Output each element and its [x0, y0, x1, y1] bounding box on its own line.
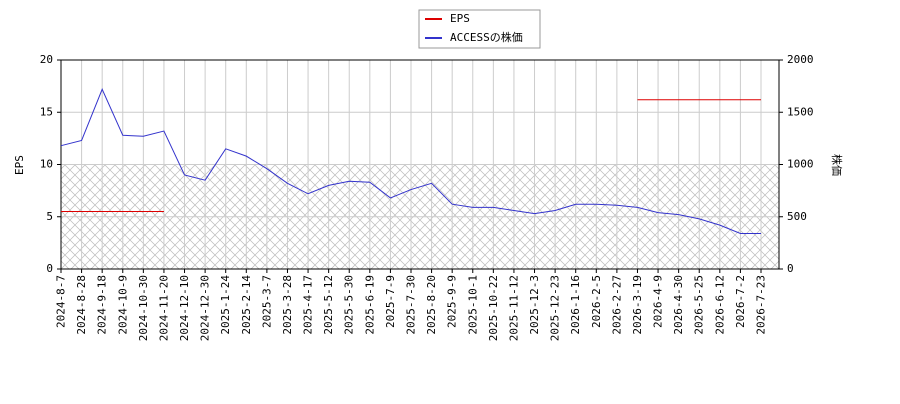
- x-tick-label: 2025-10-1: [466, 275, 479, 335]
- plot-frame: [60, 59, 780, 270]
- x-tick-label: 2025-1-24: [219, 275, 232, 335]
- y-tick-label: 15: [40, 105, 53, 118]
- x-tick-label: 2025-2-14: [240, 275, 253, 335]
- y-tick-label: 20: [40, 53, 53, 66]
- x-tick-label: 2025-5-12: [322, 275, 335, 335]
- x-tick-label: 2026-2-5: [590, 275, 603, 328]
- x-tick-label: 2026-4-9: [652, 275, 665, 328]
- y-tick-label: 5: [46, 210, 53, 223]
- y-tick-label: 10: [40, 158, 53, 171]
- x-tick-label: 2025-8-20: [425, 275, 438, 335]
- x-tick-label: 2025-3-7: [260, 275, 273, 328]
- x-tick-label: 2026-3-19: [631, 275, 644, 335]
- x-tick-label: 2024-12-30: [199, 275, 212, 341]
- x-tick-label: 2025-11-12: [507, 275, 520, 341]
- x-tick-label: 2025-4-17: [302, 275, 315, 335]
- y2-tick-label: 2000: [787, 53, 814, 66]
- x-tick-label: 2026-1-16: [569, 275, 582, 335]
- x-tick-label: 2025-7-30: [405, 275, 418, 335]
- x-tick-label: 2025-9-9: [446, 275, 459, 328]
- x-tick-label: 2024-8-28: [75, 275, 88, 335]
- x-tick-label: 2024-11-20: [157, 275, 170, 341]
- x-tick-label: 2025-5-30: [343, 275, 356, 335]
- x-tick-label: 2025-3-28: [281, 275, 294, 335]
- x-tick-label: 2024-12-10: [178, 275, 191, 341]
- x-tick-label: 2025-7-9: [384, 275, 397, 328]
- y2-tick-label: 1500: [787, 105, 814, 118]
- x-tick-label: 2025-12-23: [549, 275, 562, 341]
- x-tick-label: 2024-9-18: [96, 275, 109, 335]
- x-tick-label: 2025-10-22: [487, 275, 500, 341]
- series-line: [60, 87, 761, 234]
- x-tick-label: 2025-12-3: [528, 275, 541, 335]
- legend-box: [418, 9, 541, 49]
- x-tick-label: 2026-5-25: [693, 275, 706, 335]
- y2-tick-label: 1000: [787, 158, 814, 171]
- y2-tick-label: 0: [787, 262, 794, 275]
- x-tick-label: 2026-7-23: [755, 275, 768, 335]
- x-tick-label: 2024-8-7: [55, 275, 68, 328]
- x-tick-label: 2026-2-27: [610, 275, 623, 335]
- x-tick-label: 2024-10-30: [137, 275, 150, 341]
- x-tick-label: 2026-6-12: [713, 275, 726, 335]
- x-tick-label: 2026-4-30: [672, 275, 685, 335]
- x-tick-label: 2025-6-19: [363, 275, 376, 335]
- legend: EPS ACCESSの株価: [418, 9, 541, 49]
- series-line: [61, 99, 761, 213]
- y2-axis-label: 株価: [830, 154, 844, 176]
- legend-label: ACCESSの株価: [450, 30, 523, 44]
- x-tick-label: 2026-7-2: [734, 275, 747, 328]
- y-tick-label: 0: [46, 262, 53, 275]
- y2-tick-label: 500: [787, 210, 807, 223]
- legend-label: EPS: [450, 12, 470, 25]
- y-axis-label: EPS: [13, 155, 26, 175]
- x-tick-label: 2024-10-9: [116, 275, 129, 335]
